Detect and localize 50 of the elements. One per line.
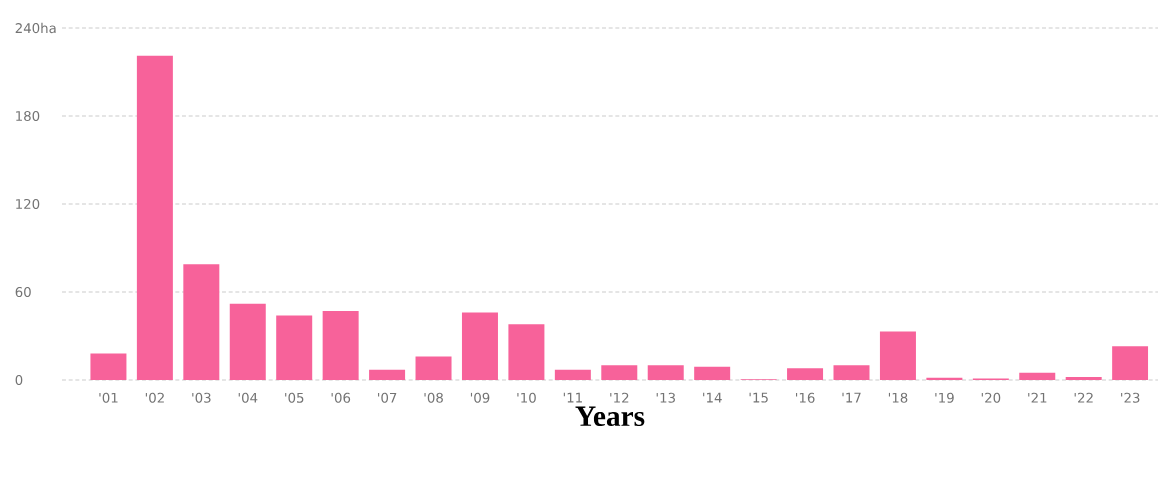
x-tick-label: '23 xyxy=(1121,392,1140,403)
x-tick-label: '10 xyxy=(517,392,536,403)
x-tick-label: '09 xyxy=(470,392,490,403)
x-tick-label: '18 xyxy=(888,392,908,403)
bar xyxy=(879,331,916,380)
x-tick-label: '06 xyxy=(331,392,351,403)
bar xyxy=(508,324,545,380)
x-tick-label: '20 xyxy=(981,392,1001,403)
x-axis-title: Years xyxy=(575,406,645,427)
bar xyxy=(1065,377,1102,380)
x-tick-label: '15 xyxy=(749,392,768,403)
bar xyxy=(183,264,220,380)
x-tick-label: '13 xyxy=(656,392,675,403)
x-tick-label: '12 xyxy=(610,392,629,403)
bar xyxy=(461,312,498,380)
bar xyxy=(926,377,963,380)
x-tick-label: '19 xyxy=(935,392,954,403)
y-tick-label: 120 xyxy=(16,198,40,210)
bar xyxy=(276,315,313,380)
x-tick-label: '05 xyxy=(285,392,304,403)
x-tick-label: '17 xyxy=(842,392,861,403)
y-tick-label: 60 xyxy=(15,286,31,298)
y-tick-label: 180 xyxy=(16,110,40,122)
bar xyxy=(787,368,824,380)
x-tick-label: '01 xyxy=(99,392,118,403)
x-tick-label: '03 xyxy=(192,392,211,403)
bar xyxy=(833,365,870,380)
x-tick-label: '14 xyxy=(703,392,722,403)
bar xyxy=(415,356,452,380)
bar xyxy=(369,369,406,380)
bar xyxy=(90,353,127,380)
x-tick-label: '02 xyxy=(145,392,164,403)
x-tick-label: '08 xyxy=(424,392,443,403)
bar xyxy=(601,365,638,380)
x-tick-label: '11 xyxy=(563,392,582,403)
bar xyxy=(554,369,591,380)
y-tick-label: 0 xyxy=(15,374,23,386)
bar xyxy=(694,366,731,380)
bar xyxy=(647,365,684,380)
y-tick-label: 240ha xyxy=(15,22,56,34)
x-tick-label: '22 xyxy=(1074,392,1093,403)
x-tick-label: '21 xyxy=(1028,392,1047,403)
x-tick-label: '04 xyxy=(238,392,258,403)
bar xyxy=(1019,372,1056,380)
bar xyxy=(229,303,266,380)
bar xyxy=(322,311,359,380)
bar xyxy=(1112,346,1149,380)
x-tick-label: '07 xyxy=(378,392,397,403)
bar xyxy=(136,55,173,380)
x-tick-label: '16 xyxy=(796,392,815,403)
